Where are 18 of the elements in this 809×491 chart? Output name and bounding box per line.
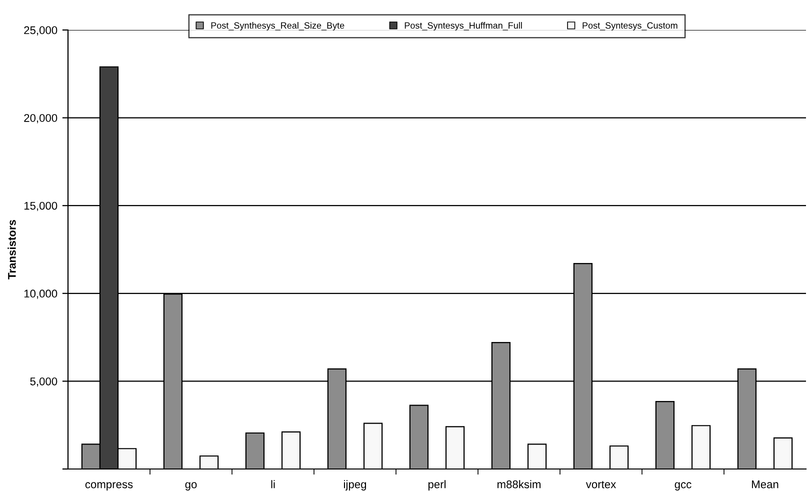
legend-label: Post_Syntesys_Huffman_Full bbox=[404, 22, 522, 30]
x-tick-label: m88ksim bbox=[498, 480, 540, 488]
y-tick-label: 10,000 bbox=[24, 290, 58, 299]
legend-label: Post_Synthesys_Real_Size_Byte bbox=[211, 22, 344, 30]
y-tick-label: 20,000 bbox=[24, 114, 58, 124]
legend-label: Post_Syntesys_Custom bbox=[582, 22, 678, 30]
x-tick-label: perl bbox=[428, 480, 446, 490]
x-tick-label: Mean bbox=[752, 480, 778, 488]
y-axis-title: Transistors bbox=[8, 220, 16, 280]
x-tick-label: go bbox=[185, 482, 197, 490]
y-tick-label: 15,000 bbox=[24, 202, 58, 212]
x-tick-label: compress bbox=[85, 482, 133, 490]
y-tick-label: 5,000 bbox=[30, 377, 58, 387]
x-tick-label: ijpeg bbox=[344, 480, 366, 490]
x-tick-label: li bbox=[271, 480, 275, 488]
x-tick-label: gcc bbox=[674, 482, 692, 490]
x-tick-label: vortex bbox=[586, 480, 616, 488]
y-tick-label: 25,000 bbox=[24, 26, 58, 36]
